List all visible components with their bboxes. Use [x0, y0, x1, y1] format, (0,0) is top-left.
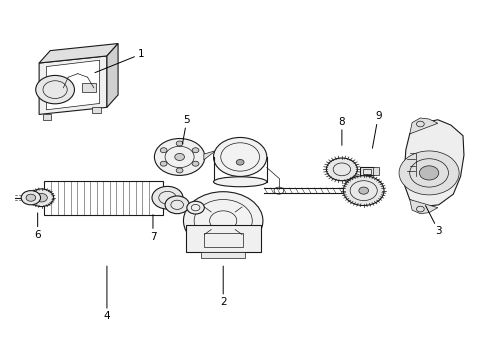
Bar	[373, 167, 379, 175]
Text: 1: 1	[95, 49, 144, 73]
Text: 5: 5	[182, 115, 190, 144]
Polygon shape	[404, 120, 464, 207]
Circle shape	[21, 191, 41, 205]
Polygon shape	[410, 199, 438, 214]
Polygon shape	[410, 118, 438, 134]
Circle shape	[160, 148, 167, 153]
Polygon shape	[93, 107, 101, 113]
Circle shape	[214, 138, 267, 176]
Text: 4: 4	[103, 266, 110, 321]
Polygon shape	[201, 252, 245, 258]
Circle shape	[165, 196, 189, 214]
Bar	[204, 233, 243, 247]
Circle shape	[359, 187, 368, 194]
Polygon shape	[47, 60, 99, 110]
Bar	[44, 181, 163, 215]
Circle shape	[152, 186, 183, 209]
Polygon shape	[204, 150, 216, 160]
Circle shape	[26, 194, 36, 201]
Bar	[363, 168, 371, 174]
Text: 8: 8	[339, 117, 345, 145]
Circle shape	[192, 161, 199, 166]
Circle shape	[343, 176, 384, 206]
Circle shape	[187, 201, 204, 214]
Text: 2: 2	[220, 266, 226, 307]
Circle shape	[192, 148, 199, 153]
Text: 6: 6	[34, 213, 41, 240]
Circle shape	[154, 139, 205, 175]
Bar	[82, 84, 96, 92]
Circle shape	[29, 189, 53, 207]
Circle shape	[399, 151, 459, 195]
Polygon shape	[107, 44, 118, 107]
Text: 9: 9	[372, 111, 382, 148]
Circle shape	[36, 76, 74, 104]
Polygon shape	[39, 56, 107, 114]
Bar	[360, 167, 374, 175]
Text: 3: 3	[425, 206, 442, 237]
Circle shape	[160, 161, 167, 166]
Circle shape	[176, 141, 183, 146]
Circle shape	[176, 168, 183, 173]
Circle shape	[236, 159, 244, 165]
Bar	[186, 225, 261, 252]
Circle shape	[326, 158, 357, 181]
Circle shape	[419, 166, 439, 180]
Ellipse shape	[214, 177, 267, 187]
Polygon shape	[39, 44, 118, 63]
Text: 7: 7	[149, 215, 156, 242]
Polygon shape	[43, 114, 51, 120]
Circle shape	[183, 192, 263, 250]
Circle shape	[36, 193, 48, 202]
Circle shape	[175, 153, 184, 161]
